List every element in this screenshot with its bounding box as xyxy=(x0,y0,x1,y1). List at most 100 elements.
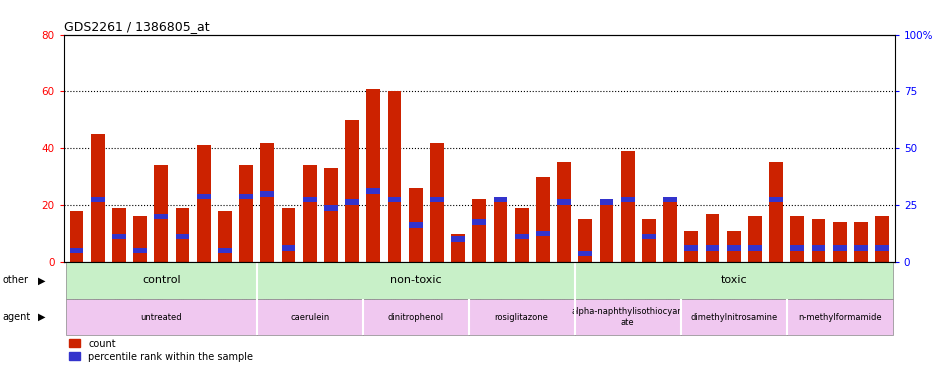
Bar xyxy=(344,199,358,205)
Text: ▶: ▶ xyxy=(37,312,45,322)
Bar xyxy=(493,202,506,262)
Bar xyxy=(621,151,634,262)
Bar xyxy=(154,214,168,219)
Text: agent: agent xyxy=(3,312,31,322)
Text: other: other xyxy=(3,275,29,285)
Bar xyxy=(747,217,761,262)
Bar xyxy=(683,245,697,251)
Bar xyxy=(281,245,295,251)
Bar xyxy=(832,222,846,262)
Bar xyxy=(408,222,422,228)
Bar xyxy=(768,197,782,202)
Bar xyxy=(239,194,253,199)
Bar xyxy=(680,299,786,335)
Bar xyxy=(514,208,528,262)
Bar xyxy=(260,142,274,262)
Bar xyxy=(111,233,125,239)
Bar xyxy=(451,237,464,242)
Bar xyxy=(705,245,719,251)
Text: alpha-naphthylisothiocyan
ate: alpha-naphthylisothiocyan ate xyxy=(571,307,683,327)
Bar xyxy=(663,197,677,202)
Text: GDS2261 / 1386805_at: GDS2261 / 1386805_at xyxy=(64,20,209,33)
Bar xyxy=(641,233,655,239)
Bar xyxy=(811,219,825,262)
Bar xyxy=(344,120,358,262)
Bar xyxy=(69,248,83,253)
Bar xyxy=(786,299,892,335)
Bar xyxy=(154,165,168,262)
Bar xyxy=(853,245,867,251)
Text: toxic: toxic xyxy=(720,275,746,285)
Bar xyxy=(472,219,486,225)
Bar xyxy=(768,162,782,262)
Bar xyxy=(133,217,147,262)
Legend: count, percentile rank within the sample: count, percentile rank within the sample xyxy=(68,339,253,361)
Bar xyxy=(430,142,444,262)
Bar xyxy=(790,245,803,251)
Bar xyxy=(133,248,147,253)
Bar xyxy=(574,262,892,299)
Bar xyxy=(366,188,380,194)
Bar xyxy=(388,197,401,202)
Bar xyxy=(599,199,613,205)
Bar xyxy=(557,162,570,262)
Bar xyxy=(302,197,316,202)
Bar xyxy=(832,245,846,251)
Text: control: control xyxy=(141,275,181,285)
Bar xyxy=(408,188,422,262)
Bar xyxy=(641,219,655,262)
Bar xyxy=(621,197,634,202)
Bar xyxy=(599,199,613,262)
Text: caerulein: caerulein xyxy=(290,313,329,321)
Bar xyxy=(535,177,549,262)
Text: dimethylnitrosamine: dimethylnitrosamine xyxy=(689,313,777,321)
Bar xyxy=(175,233,189,239)
Bar xyxy=(726,245,739,251)
Bar xyxy=(366,89,380,262)
Bar xyxy=(811,245,825,251)
Bar xyxy=(790,217,803,262)
Bar xyxy=(514,233,528,239)
Text: non-toxic: non-toxic xyxy=(389,275,441,285)
Text: dinitrophenol: dinitrophenol xyxy=(388,313,444,321)
Text: ▶: ▶ xyxy=(37,275,45,285)
Bar xyxy=(111,208,125,262)
Bar xyxy=(256,299,362,335)
Bar xyxy=(66,299,256,335)
Bar xyxy=(472,199,486,262)
Bar xyxy=(66,262,256,299)
Bar xyxy=(256,262,574,299)
Bar xyxy=(451,233,464,262)
Bar xyxy=(218,211,231,262)
Bar xyxy=(493,197,506,202)
Bar xyxy=(874,217,888,262)
Bar xyxy=(91,197,105,202)
Bar xyxy=(853,222,867,262)
Bar xyxy=(663,199,677,262)
Text: rosiglitazone: rosiglitazone xyxy=(494,313,548,321)
Bar xyxy=(874,245,888,251)
Bar xyxy=(69,211,83,262)
Text: n-methylformamide: n-methylformamide xyxy=(797,313,881,321)
Text: untreated: untreated xyxy=(140,313,182,321)
Bar xyxy=(218,248,231,253)
Bar xyxy=(239,165,253,262)
Bar xyxy=(362,299,468,335)
Bar xyxy=(324,205,337,211)
Bar xyxy=(557,199,570,205)
Bar xyxy=(175,208,189,262)
Bar xyxy=(683,231,697,262)
Bar xyxy=(574,299,680,335)
Bar xyxy=(705,214,719,262)
Bar xyxy=(535,231,549,237)
Bar xyxy=(578,251,592,256)
Bar xyxy=(726,231,739,262)
Bar xyxy=(747,245,761,251)
Bar xyxy=(578,219,592,262)
Bar xyxy=(468,299,574,335)
Bar xyxy=(197,194,211,199)
Bar xyxy=(281,208,295,262)
Bar xyxy=(260,191,274,197)
Bar xyxy=(302,165,316,262)
Bar xyxy=(388,91,401,262)
